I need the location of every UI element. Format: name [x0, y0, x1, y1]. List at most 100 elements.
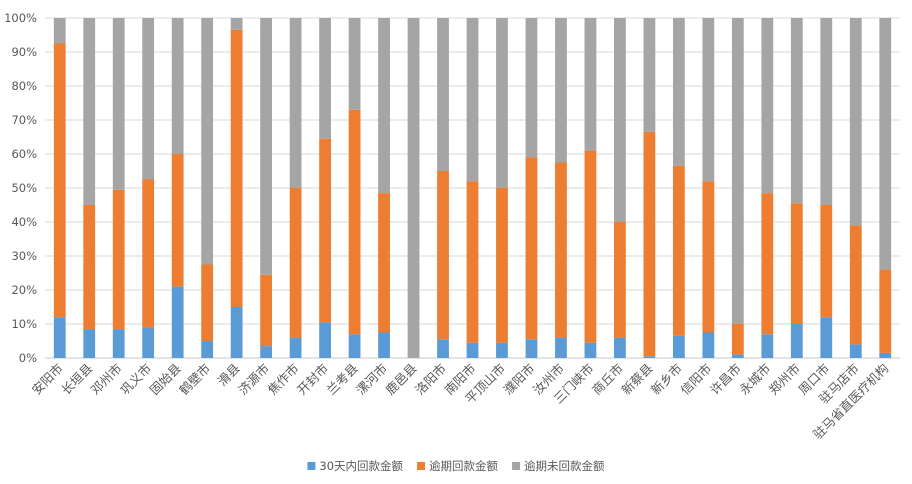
bar-segment: [584, 342, 597, 358]
y-tick-label: 100%: [4, 11, 37, 25]
y-tick-label: 10%: [11, 317, 37, 331]
bar-segment: [378, 18, 390, 194]
bar-segment: [820, 18, 833, 205]
bar-segment: [289, 337, 302, 358]
x-category-label: 永城市: [736, 361, 773, 398]
bar-segment: [761, 193, 774, 335]
bar-segment: [672, 165, 685, 336]
x-category-label: 兰考县: [324, 361, 361, 398]
bar-segment: [849, 225, 862, 345]
bar-segment: [230, 29, 243, 308]
bar-segment: [201, 264, 214, 341]
bar-segment: [378, 193, 390, 333]
bar-segment: [496, 342, 508, 358]
bar-segment: [879, 352, 892, 358]
bar-segment: [761, 334, 774, 358]
bar-segment: [53, 18, 66, 44]
bar-segment: [171, 154, 184, 287]
bar-segment: [614, 337, 626, 358]
legend-label: 逾期回款金额: [429, 459, 498, 473]
legend: 30天内回款金额 逾期回款金额 逾期未回款金额: [307, 459, 605, 473]
x-category-label: 长垣县: [58, 361, 95, 398]
y-tick-label: 80%: [11, 79, 37, 93]
bar-segment: [260, 274, 273, 347]
bar-segment: [437, 339, 449, 358]
bar-segment: [643, 18, 656, 132]
x-category-label: 鹤壁市: [176, 361, 213, 398]
bar-segment: [525, 18, 538, 158]
bar-segment: [466, 181, 479, 343]
bar-segment: [790, 324, 803, 358]
legend-label: 30天内回款金额: [319, 459, 403, 473]
bar-segment: [614, 222, 626, 338]
bar-segment: [849, 344, 862, 358]
bar-segment: [201, 18, 214, 265]
y-tick-label: 90%: [11, 45, 37, 59]
x-category-label: 安阳市: [29, 361, 66, 398]
bar-segment: [83, 329, 96, 358]
bar-segment: [289, 18, 302, 188]
bar-segment: [820, 317, 833, 358]
bar-segment: [142, 179, 155, 328]
x-category-label: 巩义市: [117, 361, 154, 398]
bar-segment: [643, 131, 656, 357]
y-tick-label: 50%: [11, 181, 37, 195]
bar-segment: [348, 18, 361, 110]
bar-segment: [702, 181, 715, 333]
bar-segment: [466, 18, 479, 182]
bar-segment: [702, 332, 715, 358]
bar-segment: [672, 335, 685, 358]
x-category-label: 郑州市: [766, 361, 803, 398]
x-category-label: 信阳市: [677, 361, 714, 398]
bar-segment: [260, 346, 273, 358]
bar-segment: [319, 322, 331, 358]
bar-segment: [761, 18, 774, 194]
y-tick-label: 40%: [11, 215, 37, 229]
bar-segment: [584, 150, 597, 343]
bar-segment: [53, 317, 66, 358]
legend-label: 逾期未回款金额: [524, 459, 605, 473]
bar-segment: [53, 43, 66, 318]
bar-segment: [555, 18, 567, 163]
legend-swatch: [512, 462, 521, 470]
x-category-label: 漯河市: [353, 361, 390, 398]
bar-segment: [496, 18, 508, 188]
x-category-label: 邓州市: [88, 361, 125, 398]
bar-segment: [112, 189, 125, 330]
bar-segment: [643, 356, 656, 358]
bar-segment: [731, 18, 744, 324]
bar-segment: [614, 18, 626, 222]
y-tick-label: 30%: [11, 249, 37, 263]
x-category-label: 新乡市: [648, 361, 685, 398]
bar-segment: [790, 203, 803, 324]
legend-swatch: [307, 462, 316, 470]
bar-segment: [230, 18, 243, 30]
bar-segment: [260, 18, 273, 275]
bar-segment: [83, 205, 96, 330]
bar-segment: [378, 332, 390, 358]
bar-segment: [584, 18, 597, 151]
bar-segment: [525, 157, 538, 340]
bar-segment: [702, 18, 715, 182]
bar-segment: [348, 109, 361, 335]
y-tick-label: 70%: [11, 113, 37, 127]
bar-segment: [142, 327, 155, 358]
bar-segment: [112, 329, 125, 358]
x-category-label: 焦作市: [265, 361, 302, 398]
bar-segment: [319, 138, 331, 323]
bar-segment: [555, 337, 567, 358]
bar-segment: [496, 188, 508, 343]
bar-segment: [731, 324, 744, 355]
bar-segment: [731, 354, 744, 358]
x-category-label: 开封市: [294, 361, 331, 398]
bar-segment: [112, 18, 125, 190]
bar-segment: [879, 18, 892, 270]
bar-segment: [437, 18, 449, 171]
bar-segment: [525, 339, 538, 358]
y-tick-label: 60%: [11, 147, 37, 161]
x-category-label: 濮阳市: [500, 361, 537, 398]
x-category-label: 固始县: [147, 361, 184, 398]
bar-segment: [348, 334, 361, 358]
bar-segment: [289, 188, 302, 338]
bar-segment: [466, 342, 479, 358]
